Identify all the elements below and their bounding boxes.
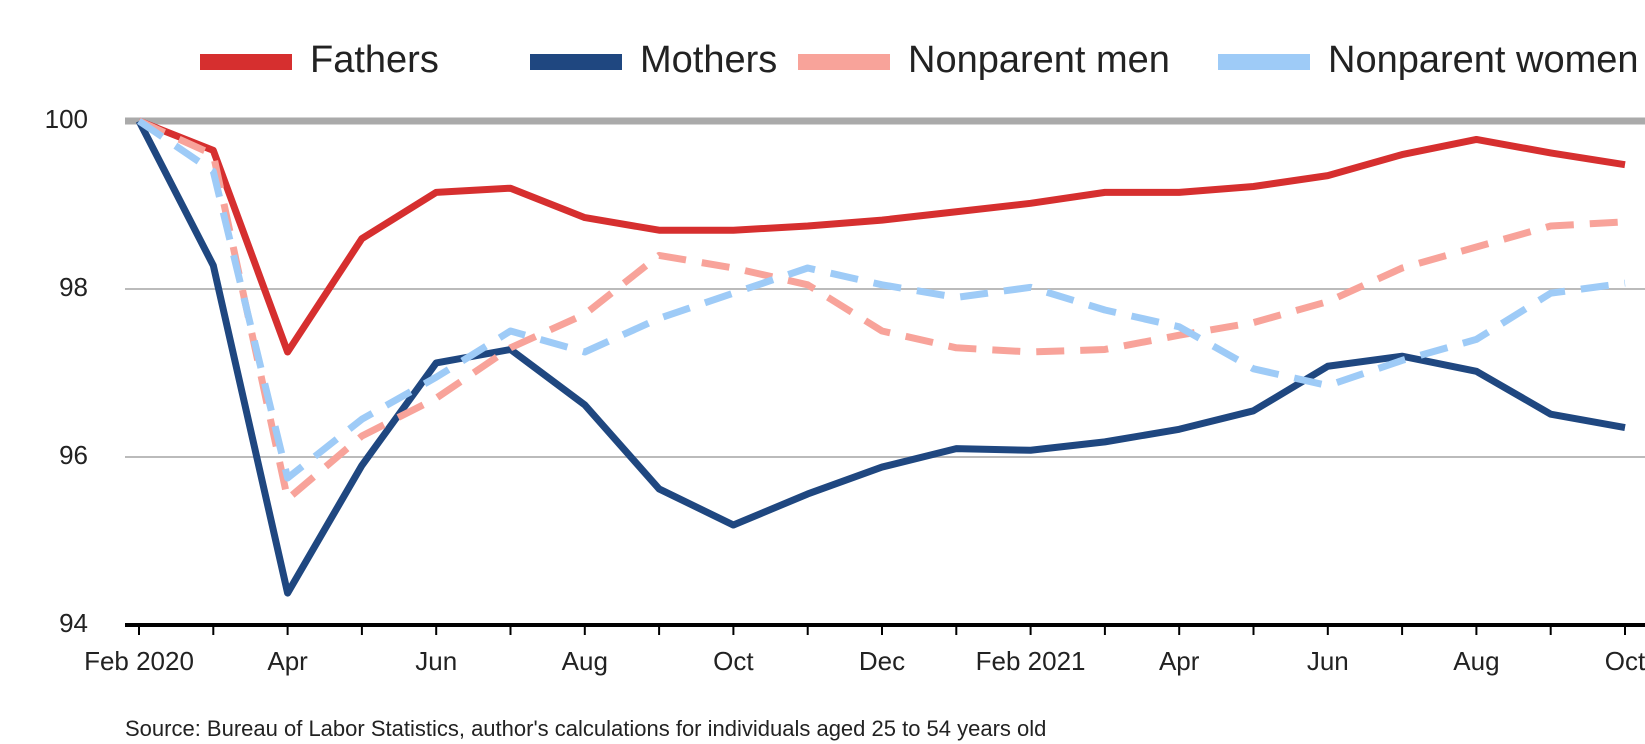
x-tick-label: Feb 2020	[84, 646, 194, 676]
y-tick-label: 100	[45, 104, 88, 134]
x-tick-label: Oct	[1605, 646, 1645, 676]
legend-label: Fathers	[310, 39, 439, 81]
data-line	[137, 118, 1626, 482]
data-line	[137, 117, 1626, 503]
legend-label: Nonparent men	[908, 39, 1170, 81]
source-note: Source: Bureau of Labor Statistics, auth…	[125, 716, 1046, 741]
y-tick-label: 98	[59, 272, 88, 302]
x-tick-label: Apr	[267, 646, 308, 676]
x-tick-label: Oct	[713, 646, 754, 676]
x-tick-label: Jun	[1307, 646, 1349, 676]
y-tick-label: 96	[59, 440, 88, 470]
legend-label: Nonparent women	[1328, 39, 1639, 81]
legend-label: Mothers	[640, 39, 777, 81]
x-tick-label: Apr	[1159, 646, 1200, 676]
x-tick-label: Aug	[562, 646, 608, 676]
y-tick-label: 94	[59, 608, 88, 638]
data-line	[137, 117, 1626, 356]
data-line	[135, 119, 1626, 597]
x-tick-label: Jun	[415, 646, 457, 676]
x-tick-label: Feb 2021	[976, 646, 1086, 676]
x-tick-label: Dec	[859, 646, 905, 676]
x-tick-label: Aug	[1453, 646, 1499, 676]
